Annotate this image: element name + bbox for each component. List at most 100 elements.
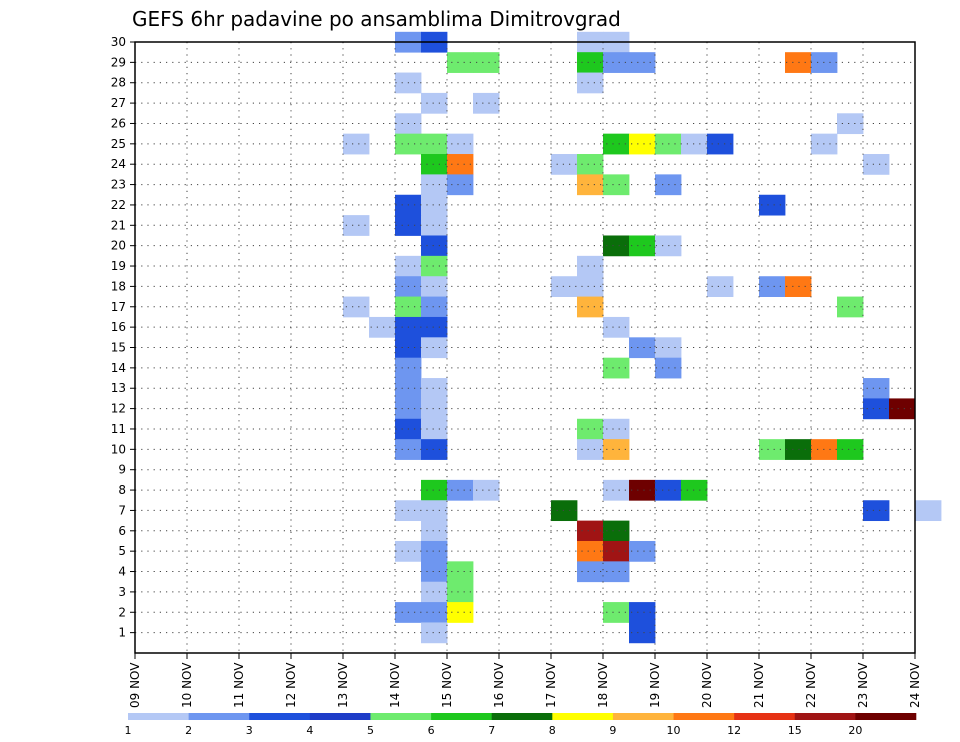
heatmap-cell (473, 52, 500, 73)
heatmap-cell (421, 520, 448, 542)
heatmap-cell (577, 255, 604, 277)
y-tick-label: 2 (118, 605, 126, 619)
heatmap-cell (577, 174, 604, 196)
heatmap-cell (759, 439, 786, 460)
x-tick-label: 13 NOV (336, 662, 350, 708)
colorbar-swatch (128, 713, 189, 720)
heatmap-cell (551, 500, 578, 522)
x-tick-label: 21 NOV (752, 662, 766, 708)
heatmap-cell (629, 622, 656, 644)
x-tick-label: 17 NOV (544, 662, 558, 708)
y-tick-label: 26 (111, 116, 126, 130)
heatmap-cell (421, 561, 448, 583)
heatmap-cell (837, 439, 864, 460)
heatmap-cell (629, 540, 656, 562)
y-tick-label: 30 (111, 35, 126, 49)
grid-lines (134, 41, 916, 653)
heatmap-cell (629, 52, 656, 73)
x-tick-label: 09 NOV (128, 662, 142, 708)
heatmap-cell (551, 276, 578, 297)
heatmap-cell (421, 235, 448, 257)
y-tick-label: 4 (118, 565, 126, 579)
heatmap-cell (421, 378, 448, 399)
heatmap-cell (421, 215, 448, 236)
heatmap-cell (785, 439, 812, 460)
heatmap-cell (577, 52, 604, 73)
x-tick-label: 14 NOV (388, 662, 402, 708)
heatmap-cell (603, 479, 630, 501)
heatmap-cell (577, 418, 604, 440)
heatmap-cell (603, 540, 630, 562)
x-tick-label: 18 NOV (596, 662, 610, 708)
heatmap-cell (629, 235, 656, 257)
heatmap-cell (629, 602, 656, 623)
colorbar-tick-label: 6 (428, 724, 435, 737)
y-tick-label: 18 (111, 279, 126, 293)
y-tick-label: 19 (111, 259, 126, 273)
y-tick-label: 27 (111, 96, 126, 110)
colorbar-swatch (249, 713, 311, 720)
heatmap-cell (369, 316, 396, 338)
heatmap-cell (447, 561, 474, 583)
y-tick-label: 25 (111, 137, 126, 151)
heatmap-cell (447, 154, 474, 175)
heatmap-cell (603, 561, 630, 583)
heatmap-cell (421, 92, 448, 114)
y-tick-label: 22 (111, 198, 126, 212)
heatmap-cell (707, 276, 734, 297)
colorbar-tick-label: 2 (185, 724, 192, 737)
colorbar-swatch (552, 713, 614, 720)
y-tick-label: 8 (118, 483, 126, 497)
x-tick-label: 10 NOV (180, 662, 194, 708)
colorbar-swatch (309, 713, 371, 720)
colorbar-tick-label: 4 (306, 724, 313, 737)
y-tick-label: 11 (111, 422, 126, 436)
heatmap-cell (577, 72, 604, 94)
y-tick-label: 24 (111, 157, 126, 171)
y-tick-label: 20 (111, 239, 126, 253)
heatmap-cell (603, 520, 630, 542)
heatmap-cell (421, 479, 448, 501)
heatmap-cell (421, 337, 448, 359)
heatmap-cell (421, 418, 448, 440)
heatmap-cell (343, 215, 370, 236)
colorbar-swatch (612, 713, 674, 720)
heatmap-cell (447, 133, 474, 155)
y-tick-label: 12 (111, 402, 126, 416)
colorbar-tick-label: 3 (246, 724, 253, 737)
colorbar-tick-label: 9 (609, 724, 616, 737)
heatmap-cell (577, 540, 604, 562)
heatmap-cell (889, 398, 916, 420)
heatmap-cell (603, 602, 630, 623)
x-tick-label: 16 NOV (492, 662, 506, 708)
colorbar-tick-label: 8 (549, 724, 556, 737)
heatmap-cell (785, 276, 812, 297)
y-tick-label: 9 (118, 463, 126, 477)
x-tick-label: 12 NOV (284, 662, 298, 708)
y-tick-label: 28 (111, 76, 126, 90)
y-tick-label: 6 (118, 524, 126, 538)
heatmap-cell (785, 52, 812, 73)
y-tick-label: 29 (111, 55, 126, 69)
heatmap-cell (421, 194, 448, 216)
colorbar-swatch (855, 713, 917, 720)
heatmap-cell (577, 276, 604, 297)
heatmap-cell (577, 520, 604, 542)
y-tick-label: 21 (111, 218, 126, 232)
colorbar-swatch (794, 713, 856, 720)
heatmap-cell (421, 133, 448, 155)
heatmap-cell (603, 357, 630, 379)
x-tick-label: 22 NOV (804, 662, 818, 708)
heatmap-cell (863, 398, 890, 420)
heatmap-cell (863, 500, 890, 522)
x-tick-label: 19 NOV (648, 662, 662, 708)
heatmap-cell (343, 133, 370, 155)
x-tick-label: 11 NOV (232, 662, 246, 708)
heatmap-cell (915, 500, 942, 522)
heatmap-cell (421, 174, 448, 196)
y-tick-label: 15 (111, 341, 126, 355)
y-tick-label: 14 (111, 361, 126, 375)
heatmap-cell (629, 479, 656, 501)
colorbar-tick-label: 10 (667, 724, 681, 737)
colorbar-tick-label: 5 (367, 724, 374, 737)
